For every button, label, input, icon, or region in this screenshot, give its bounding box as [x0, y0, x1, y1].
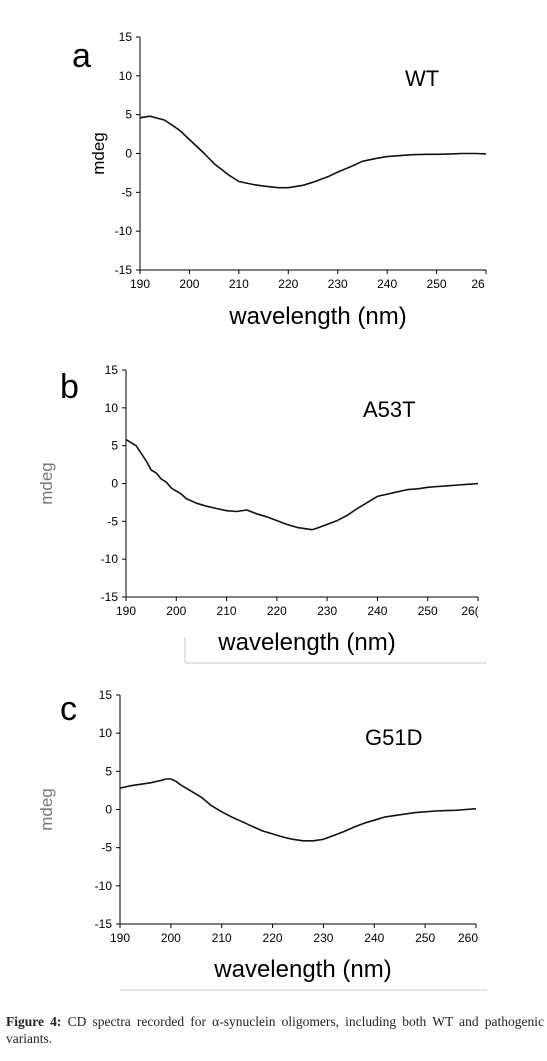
cd-spectrum-line: [125, 438, 479, 531]
x-tick-label: 26: [471, 277, 485, 291]
x-tick-label: 200: [179, 277, 199, 291]
x-tick-label: 240: [367, 604, 387, 618]
x-tick-label: 190: [116, 604, 136, 618]
y-tick-label: 15: [99, 688, 113, 702]
cd-spectrum-line: [139, 115, 487, 189]
y-tick-label: 10: [99, 726, 113, 740]
figure-caption: Figure 4: CD spectra recorded for α-synu…: [6, 1013, 544, 1047]
x-tick-label: 230: [328, 277, 348, 291]
y-tick-label: -15: [101, 590, 119, 604]
x-tick-label: 220: [278, 277, 298, 291]
x-axis-label: wavelength (nm): [228, 303, 406, 330]
y-tick-label: 0: [105, 803, 112, 817]
y-tick-label: -15: [95, 917, 113, 931]
cd-spectrum-line: [119, 778, 477, 842]
y-tick-label: 5: [105, 764, 112, 778]
y-tick-label: 15: [119, 30, 133, 44]
y-tick-label: 0: [111, 477, 118, 491]
caption-label: Figure 4:: [6, 1014, 62, 1029]
x-tick-label: 210: [212, 931, 232, 945]
variant-label: WT: [405, 66, 439, 91]
x-tick-label: 250: [418, 604, 438, 618]
y-tick-label: -5: [107, 514, 118, 528]
caption-text: CD spectra recorded for α-synuclein olig…: [6, 1014, 544, 1046]
x-tick-label: 200: [161, 931, 181, 945]
x-tick-label: 240: [377, 277, 397, 291]
x-tick-label: 26(: [461, 604, 478, 618]
y-tick-label: -10: [95, 879, 113, 893]
panel-letter: a: [72, 37, 91, 75]
x-tick-label: 220: [267, 604, 287, 618]
y-tick-label: 10: [119, 69, 133, 83]
x-tick-label: 250: [415, 931, 435, 945]
x-tick-label: 230: [317, 604, 337, 618]
x-tick-label: 200: [166, 604, 186, 618]
x-axis-label: wavelength (nm): [213, 956, 391, 983]
x-tick-label: 250: [427, 277, 447, 291]
x-tick-label: 230: [313, 931, 333, 945]
x-tick-label: 210: [217, 604, 237, 618]
y-tick-label: -10: [101, 552, 119, 566]
y-tick-label: 5: [125, 108, 132, 122]
y-tick-label: 5: [111, 439, 118, 453]
x-tick-label: 190: [110, 931, 130, 945]
x-tick-label: 190: [130, 277, 150, 291]
y-tick-label: 10: [105, 401, 119, 415]
panel-letter: b: [60, 368, 79, 406]
y-tick-label: -15: [115, 263, 133, 277]
y-axis-label: mdeg: [37, 462, 56, 505]
y-axis-label: mdeg: [37, 788, 56, 831]
y-tick-label: -10: [115, 224, 133, 238]
y-tick-label: 15: [105, 363, 119, 377]
y-tick-label: -5: [121, 185, 132, 199]
x-tick-label: 220: [263, 931, 283, 945]
y-tick-label: 0: [125, 147, 132, 161]
x-axis-label: wavelength (nm): [217, 629, 395, 656]
y-axis-label: mdeg: [89, 132, 108, 175]
variant-label: A53T: [363, 397, 416, 422]
y-tick-label: -5: [101, 841, 112, 855]
x-tick-label: 240: [364, 931, 384, 945]
x-tick-label: 210: [229, 277, 249, 291]
variant-label: G51D: [365, 725, 422, 750]
panel-letter: c: [60, 690, 77, 728]
x-tick-label: 260: [458, 931, 478, 945]
